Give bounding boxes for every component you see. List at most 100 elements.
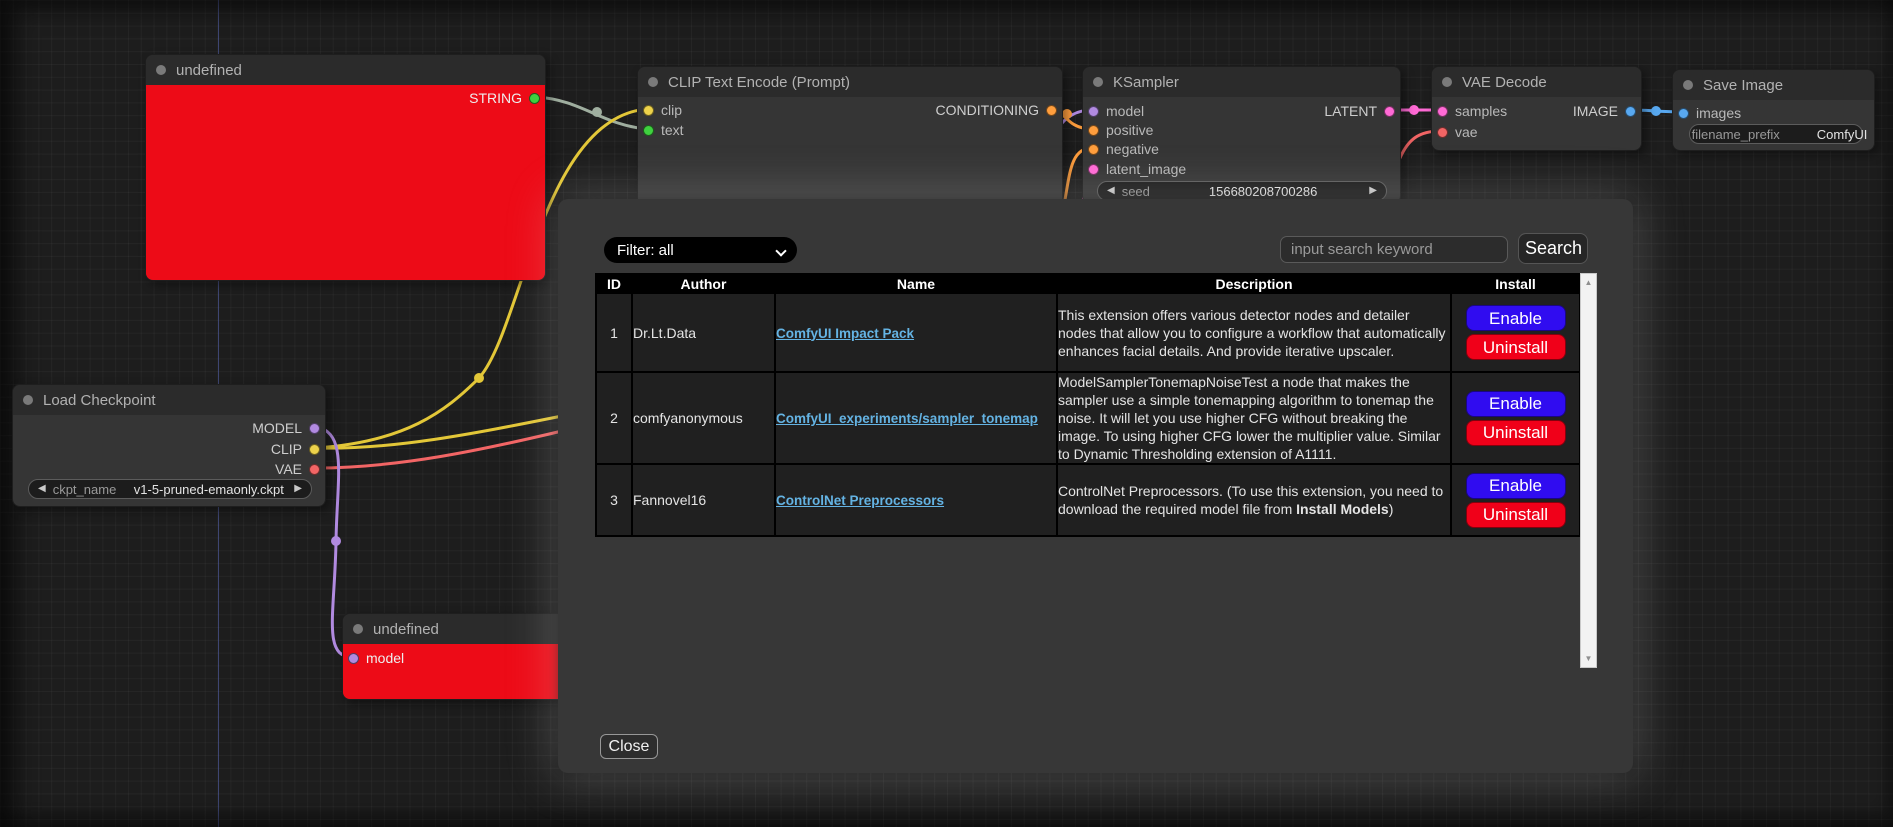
image-port-icon[interactable] xyxy=(1678,107,1689,119)
node-vae-decode[interactable]: VAE Decode samples vae IMAGE xyxy=(1431,66,1642,151)
input-slot-clip[interactable]: clip xyxy=(643,101,682,119)
uninstall-button[interactable]: Uninstall xyxy=(1465,334,1566,360)
node-title-bar[interactable]: Load Checkpoint xyxy=(13,385,325,415)
scroll-up-icon[interactable]: ▲ xyxy=(1584,278,1593,287)
node-load-checkpoint[interactable]: Load Checkpoint MODEL CLIP VAE ◀ ckpt_na… xyxy=(12,384,326,507)
latent-port-icon[interactable] xyxy=(1437,105,1448,117)
node-undefined-bottom[interactable]: undefined model xyxy=(342,613,568,700)
enable-button[interactable]: Enable xyxy=(1465,472,1566,499)
slot-label: VAE xyxy=(275,461,302,477)
output-slot-latent[interactable]: LATENT xyxy=(1324,102,1395,120)
node-save-image[interactable]: Save Image images filename_prefix ComfyU… xyxy=(1672,69,1875,151)
extension-link[interactable]: ControlNet Preprocessors xyxy=(776,493,945,508)
node-clip-text-encode[interactable]: CLIP Text Encode (Prompt) clip text COND… xyxy=(637,66,1063,211)
filter-select[interactable]: Filter: all xyxy=(604,237,797,263)
node-title-bar[interactable]: Save Image xyxy=(1673,70,1874,100)
model-port-icon[interactable] xyxy=(348,652,359,664)
cell-description: This extension offers various detector n… xyxy=(1056,292,1452,373)
description-text: ControlNet Preprocessors. (To use this e… xyxy=(1058,483,1444,517)
vae-port-icon[interactable] xyxy=(309,463,320,475)
model-port-icon[interactable] xyxy=(309,422,320,434)
ckpt-name-widget[interactable]: ◀ ckpt_name v1-5-pruned-emaonly.ckpt ▶ xyxy=(28,479,312,499)
uninstall-button[interactable]: Uninstall xyxy=(1465,419,1566,446)
conditioning-port-icon[interactable] xyxy=(1088,124,1099,136)
increment-arrow-icon[interactable]: ▶ xyxy=(1369,185,1377,196)
output-slot-model[interactable]: MODEL xyxy=(252,419,320,437)
header-description: Description xyxy=(1056,273,1452,294)
input-slot-samples[interactable]: samples xyxy=(1437,102,1507,120)
slot-label: images xyxy=(1696,105,1742,121)
collapse-dot-icon[interactable] xyxy=(1093,77,1103,87)
table-scrollbar[interactable]: ▲ ▼ xyxy=(1580,273,1597,668)
clip-port-icon[interactable] xyxy=(309,443,320,455)
output-slot-string[interactable]: STRING xyxy=(469,89,540,107)
input-slot-model[interactable]: model xyxy=(1088,102,1144,120)
decrement-arrow-icon[interactable]: ◀ xyxy=(38,483,46,494)
table-row: 3 Fannovel16 ControlNet Preprocessors Co… xyxy=(595,463,1581,537)
description-bold: Install Models xyxy=(1296,501,1389,517)
search-button[interactable]: Search xyxy=(1518,233,1588,264)
extension-link[interactable]: ComfyUI_experiments/sampler_tonemap xyxy=(776,411,1038,426)
string-port-icon[interactable] xyxy=(643,124,654,136)
slot-label: LATENT xyxy=(1324,103,1377,119)
collapse-dot-icon[interactable] xyxy=(23,395,33,405)
widget-value[interactable]: v1-5-pruned-emaonly.ckpt xyxy=(133,481,284,497)
output-slot-clip[interactable]: CLIP xyxy=(271,440,320,458)
input-slot-vae[interactable]: vae xyxy=(1437,123,1478,141)
seed-widget[interactable]: ◀ seed 156680208700286 ▶ xyxy=(1097,181,1387,201)
input-slot-images[interactable]: images xyxy=(1678,104,1741,122)
conditioning-port-icon[interactable] xyxy=(1088,143,1099,155)
node-title: undefined xyxy=(176,61,242,79)
wire-string-to-text xyxy=(535,95,649,131)
node-title-bar[interactable]: CLIP Text Encode (Prompt) xyxy=(638,67,1062,97)
enable-button[interactable]: Enable xyxy=(1465,305,1566,331)
vae-port-icon[interactable] xyxy=(1437,126,1448,138)
search-input[interactable] xyxy=(1280,236,1508,263)
collapse-dot-icon[interactable] xyxy=(353,624,363,634)
table-row: 1 Dr.Lt.Data ComfyUI Impact Pack This ex… xyxy=(595,292,1581,373)
header-id: ID xyxy=(595,273,633,294)
enable-button[interactable]: Enable xyxy=(1465,390,1566,417)
collapse-dot-icon[interactable] xyxy=(1683,80,1693,90)
slot-label: text xyxy=(661,122,684,138)
latent-port-icon[interactable] xyxy=(1384,105,1395,117)
latent-port-icon[interactable] xyxy=(1088,163,1099,175)
link-dot xyxy=(474,373,484,383)
input-slot-model[interactable]: model xyxy=(348,649,404,667)
model-port-icon[interactable] xyxy=(1088,105,1099,117)
node-title-bar[interactable]: undefined xyxy=(146,55,545,85)
close-button[interactable]: Close xyxy=(600,734,658,759)
increment-arrow-icon[interactable]: ▶ xyxy=(294,483,302,494)
output-slot-conditioning[interactable]: CONDITIONING xyxy=(936,101,1057,119)
node-title-bar[interactable]: undefined xyxy=(343,614,567,644)
string-port-icon[interactable] xyxy=(529,92,540,104)
collapse-dot-icon[interactable] xyxy=(648,77,658,87)
wire-clip-to-clip xyxy=(314,107,649,450)
uninstall-button[interactable]: Uninstall xyxy=(1465,501,1566,528)
filename-prefix-widget[interactable]: filename_prefix ComfyUI xyxy=(1689,124,1867,144)
node-title-bar[interactable]: VAE Decode xyxy=(1432,67,1641,97)
clip-port-icon[interactable] xyxy=(643,104,654,116)
extension-link[interactable]: ComfyUI Impact Pack xyxy=(776,325,915,341)
collapse-dot-icon[interactable] xyxy=(156,65,166,75)
scroll-down-icon[interactable]: ▼ xyxy=(1584,654,1593,663)
input-slot-latent-image[interactable]: latent_image xyxy=(1088,160,1186,178)
node-undefined-top[interactable]: undefined STRING xyxy=(145,54,546,281)
collapse-dot-icon[interactable] xyxy=(1442,77,1452,87)
widget-value[interactable]: ComfyUI xyxy=(1816,126,1868,142)
input-slot-text[interactable]: text xyxy=(643,121,684,139)
output-slot-image[interactable]: IMAGE xyxy=(1573,102,1636,120)
cell-author: comfyanonymous xyxy=(631,371,776,465)
input-slot-positive[interactable]: positive xyxy=(1088,121,1153,139)
widget-value[interactable]: 156680208700286 xyxy=(1208,183,1318,199)
node-title-bar[interactable]: KSampler xyxy=(1083,67,1400,97)
decrement-arrow-icon[interactable]: ◀ xyxy=(1107,185,1115,196)
link-dot xyxy=(1651,106,1661,116)
input-slot-negative[interactable]: negative xyxy=(1088,140,1159,158)
conditioning-port-icon[interactable] xyxy=(1046,104,1057,116)
node-ksampler[interactable]: KSampler model positive negative latent_… xyxy=(1082,66,1401,204)
image-port-icon[interactable] xyxy=(1625,105,1636,117)
widget-label: ckpt_name xyxy=(52,481,117,497)
output-slot-vae[interactable]: VAE xyxy=(275,460,320,478)
